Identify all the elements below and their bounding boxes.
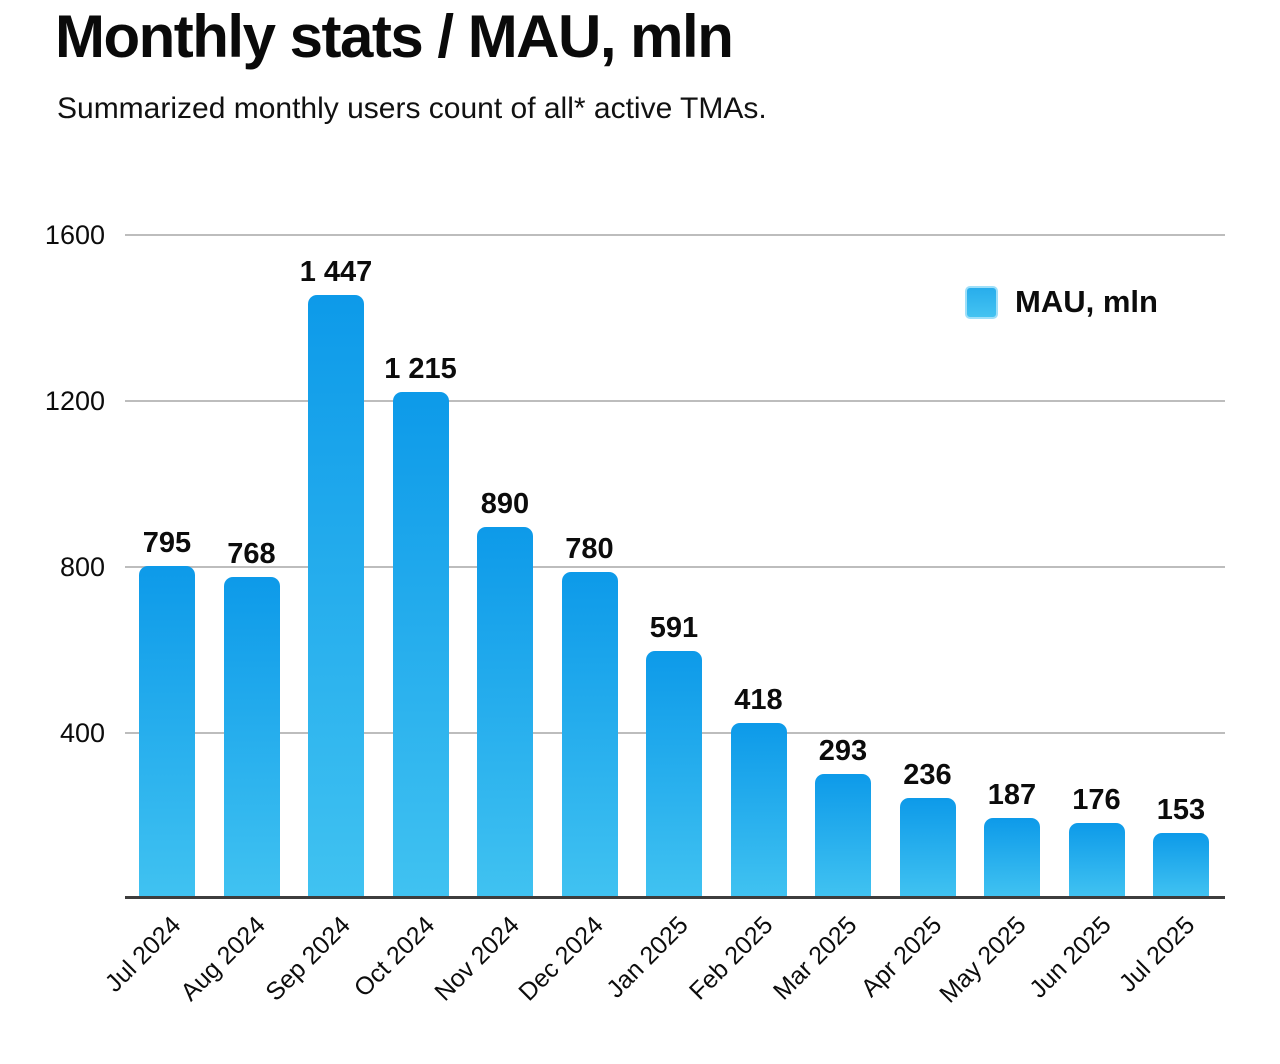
legend: MAU, mln [965, 284, 1158, 320]
y-axis-label-800: 800 [59, 552, 105, 582]
plot-area: 400 800 1200 1600 795 Jul 2024 768 Aug 2024 1 44… [45, 220, 1225, 1008]
legend-label: MAU, mln [1015, 284, 1158, 319]
bar-value-label: 591 [649, 612, 699, 645]
bar-value-label: 1 447 [299, 256, 373, 289]
y-axis-label-1600: 1600 [44, 220, 105, 250]
x-axis-label-nov-2024: Nov 2024 [429, 911, 525, 1007]
bar-value-label: 418 [734, 684, 783, 717]
bar-feb-2025 [730, 723, 787, 896]
bar-value-label: 780 [565, 533, 614, 566]
bar-jul-2024 [139, 566, 195, 896]
page-title: Monthly stats / MAU, mln [55, 3, 734, 70]
gridline-1600 [125, 234, 1225, 236]
x-axis-label-jul-2024: Jul 2024 [100, 911, 187, 998]
bar-value-label: 890 [480, 488, 530, 521]
bar-value-label: 293 [818, 735, 868, 768]
gridline-1200 [125, 400, 1225, 402]
x-axis-label-jun-2025: Jun 2025 [1023, 911, 1117, 1004]
gridline-800 [125, 566, 1225, 568]
x-axis-label-mar-2025: Mar 2025 [768, 911, 863, 1006]
y-axis-label-1200: 1200 [44, 386, 105, 416]
legend-color-swatch-icon [965, 285, 998, 319]
bar-sep-2024 [308, 295, 364, 896]
bar-jan-2025 [646, 651, 702, 896]
x-axis-label-sep-2024: Sep 2024 [260, 911, 356, 1007]
bar-value-label: 1 215 [384, 353, 457, 386]
x-axis-label-jan-2025: Jan 2025 [601, 911, 694, 1004]
x-axis-label-oct-2024: Oct 2024 [348, 911, 441, 1003]
bar-value-label: 236 [903, 759, 952, 792]
x-axis-label-aug-2024: Aug 2024 [175, 911, 272, 1007]
bar-jun-2025 [1068, 823, 1125, 896]
y-axis-label-400: 400 [59, 718, 105, 748]
bar-nov-2024 [477, 527, 533, 896]
bar-aug-2024 [223, 577, 280, 896]
bar-mar-2025 [815, 774, 871, 896]
bar-may-2025 [984, 818, 1040, 896]
bar-jul-2025 [1153, 833, 1209, 896]
x-axis-label-dec-2024: Dec 2024 [513, 911, 610, 1007]
bar-value-label: 768 [227, 538, 276, 571]
x-axis-label-jul-2025: Jul 2025 [1114, 911, 1201, 998]
bar-value-label: 153 [1156, 794, 1206, 827]
bar-oct-2024 [392, 392, 449, 896]
bar-apr-2025 [899, 798, 956, 896]
page-subtitle: Summarized monthly users count of all* a… [57, 92, 767, 125]
bar-value-label: 176 [1072, 784, 1121, 817]
x-axis-label-feb-2025: Feb 2025 [683, 911, 779, 1006]
bar-value-label: 187 [987, 779, 1037, 812]
bar-value-label: 795 [142, 527, 192, 560]
x-axis-label-may-2025: May 2025 [934, 911, 1032, 1009]
bar-dec-2024 [561, 572, 618, 896]
